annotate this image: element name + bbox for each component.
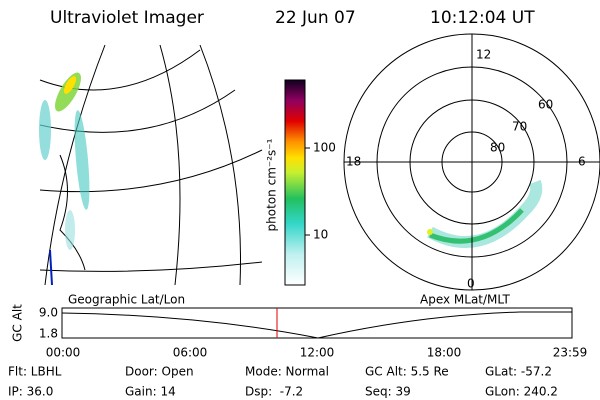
polar-image xyxy=(343,33,600,291)
x-label: 06:00 xyxy=(173,346,208,360)
colorbar-tick: 10 xyxy=(313,228,328,242)
info-field: GC Alt: 5.5 Re xyxy=(365,365,449,379)
mlt-label: 6 xyxy=(578,155,586,169)
x-label: 18:00 xyxy=(427,346,462,360)
title: Ultraviolet Imager xyxy=(50,8,204,28)
lat-label: 70 xyxy=(512,120,527,134)
info-field: Gain: 14 xyxy=(125,385,176,399)
time: 10:12:04 UT xyxy=(430,8,535,28)
info-field: IP: 36.0 xyxy=(8,385,53,399)
info-field: GLon: 240.2 xyxy=(485,385,558,399)
info-field: Door: Open xyxy=(125,365,194,379)
altitude-curve xyxy=(61,311,572,339)
y-label: 1.8 xyxy=(39,327,58,341)
info-field: GLat: -57.2 xyxy=(485,365,552,379)
colorbar xyxy=(284,79,306,286)
date: 22 Jun 07 xyxy=(275,8,356,28)
altitude-frame xyxy=(61,307,573,339)
geo-image xyxy=(39,44,263,286)
mlt-label: 0 xyxy=(467,277,475,291)
lat-label: 80 xyxy=(490,141,505,155)
mlt-label: 12 xyxy=(476,48,491,62)
x-label: 23:59 xyxy=(553,346,588,360)
colorbar-tick: 100 xyxy=(313,141,336,155)
lat-label: 60 xyxy=(538,98,553,112)
info: Flt: LBHL IP: 36.0 Door: Open Gain: 14 Mode:… xyxy=(8,365,558,399)
polar-label: Apex MLat/MLT xyxy=(420,293,510,307)
x-label: 00:00 xyxy=(46,346,81,360)
geo-label: Geographic Lat/Lon xyxy=(68,293,185,307)
info-field: Seq: 39 xyxy=(365,385,411,399)
alt-axis-label: GC Alt xyxy=(11,304,25,342)
y-label: 9.0 xyxy=(39,306,58,320)
x-label: 12:00 xyxy=(300,346,335,360)
info-field: Flt: LBHL xyxy=(8,365,62,379)
colorbar-label: photon cm⁻²s⁻¹ xyxy=(265,138,279,231)
info-field: Mode: Normal xyxy=(245,365,329,379)
info-field: Dsp: -7.2 xyxy=(245,385,303,399)
mlt-label: 18 xyxy=(346,155,361,169)
